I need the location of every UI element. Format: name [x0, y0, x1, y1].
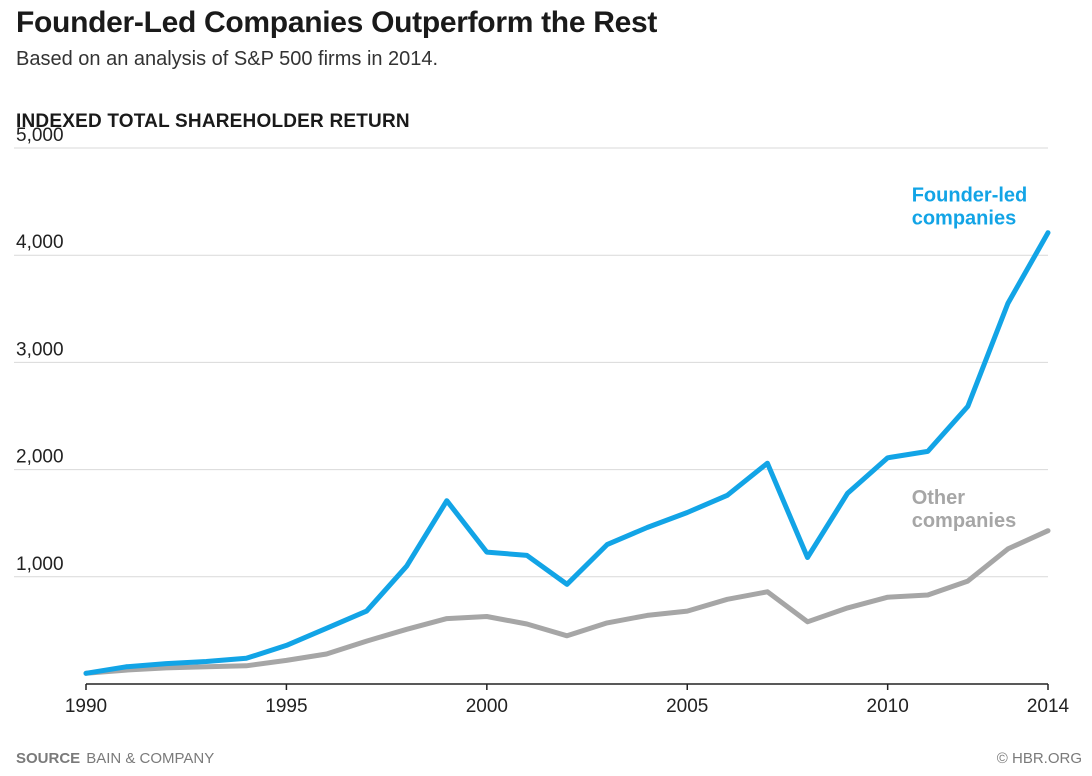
series-label-founder-led-companies: Founder-led companies: [912, 185, 1028, 230]
x-tick-label: 1990: [65, 696, 107, 717]
gridlines: [14, 147, 1048, 578]
x-tick-label: 2010: [867, 696, 909, 717]
series-label-line: Founder-led: [912, 185, 1028, 207]
source-text: BAIN & COMPANY: [86, 750, 215, 767]
series-lines: [83, 230, 1051, 676]
series-label-other-companies: Other companies: [912, 487, 1016, 532]
series-line-founder-led-companies: [83, 230, 1051, 676]
series-line-other-companies: [83, 528, 1051, 676]
y-tick-label: 5,000: [16, 125, 64, 146]
y-tick-label: 4,000: [16, 232, 64, 253]
y-tick-labels: 1,000 2,000 3,000 4,000 5,000: [16, 125, 64, 575]
series-label-line: companies: [912, 208, 1016, 230]
x-tick-label: 2005: [666, 696, 708, 717]
source-note: SOURCE BAIN & COMPANY: [16, 750, 214, 767]
series-label-line: companies: [912, 510, 1016, 532]
series-label-line: Other: [912, 487, 966, 509]
y-axis-label: INDEXED TOTAL SHAREHOLDER RETURN: [16, 111, 410, 132]
x-tick-label: 2000: [466, 696, 508, 717]
chart-subtitle: Based on an analysis of S&P 500 firms in…: [16, 48, 439, 70]
chart-title: Founder-Led Companies Outperform the Res…: [16, 6, 658, 39]
y-tick-label: 2,000: [16, 447, 64, 468]
y-tick-label: 3,000: [16, 339, 64, 360]
y-tick-label: 1,000: [16, 554, 64, 575]
source-label: SOURCE: [16, 750, 81, 767]
x-axis: [85, 683, 1049, 690]
x-tick-labels: 1990 1995 2000 2005 2010 2014: [65, 696, 1070, 717]
credit-note: © HBR.ORG: [996, 750, 1082, 767]
x-tick-label: 1995: [265, 696, 307, 717]
x-tick-label: 2014: [1027, 696, 1070, 717]
